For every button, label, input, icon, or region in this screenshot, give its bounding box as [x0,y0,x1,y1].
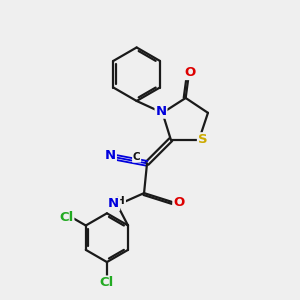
Text: Cl: Cl [59,211,74,224]
Text: O: O [184,66,196,79]
Text: N: N [105,149,116,162]
Text: Cl: Cl [100,276,114,290]
Text: H: H [116,196,125,206]
Text: N: N [108,197,119,210]
Text: S: S [198,133,207,146]
Text: O: O [173,196,184,208]
Text: N: N [155,105,167,118]
Text: C: C [133,152,140,162]
